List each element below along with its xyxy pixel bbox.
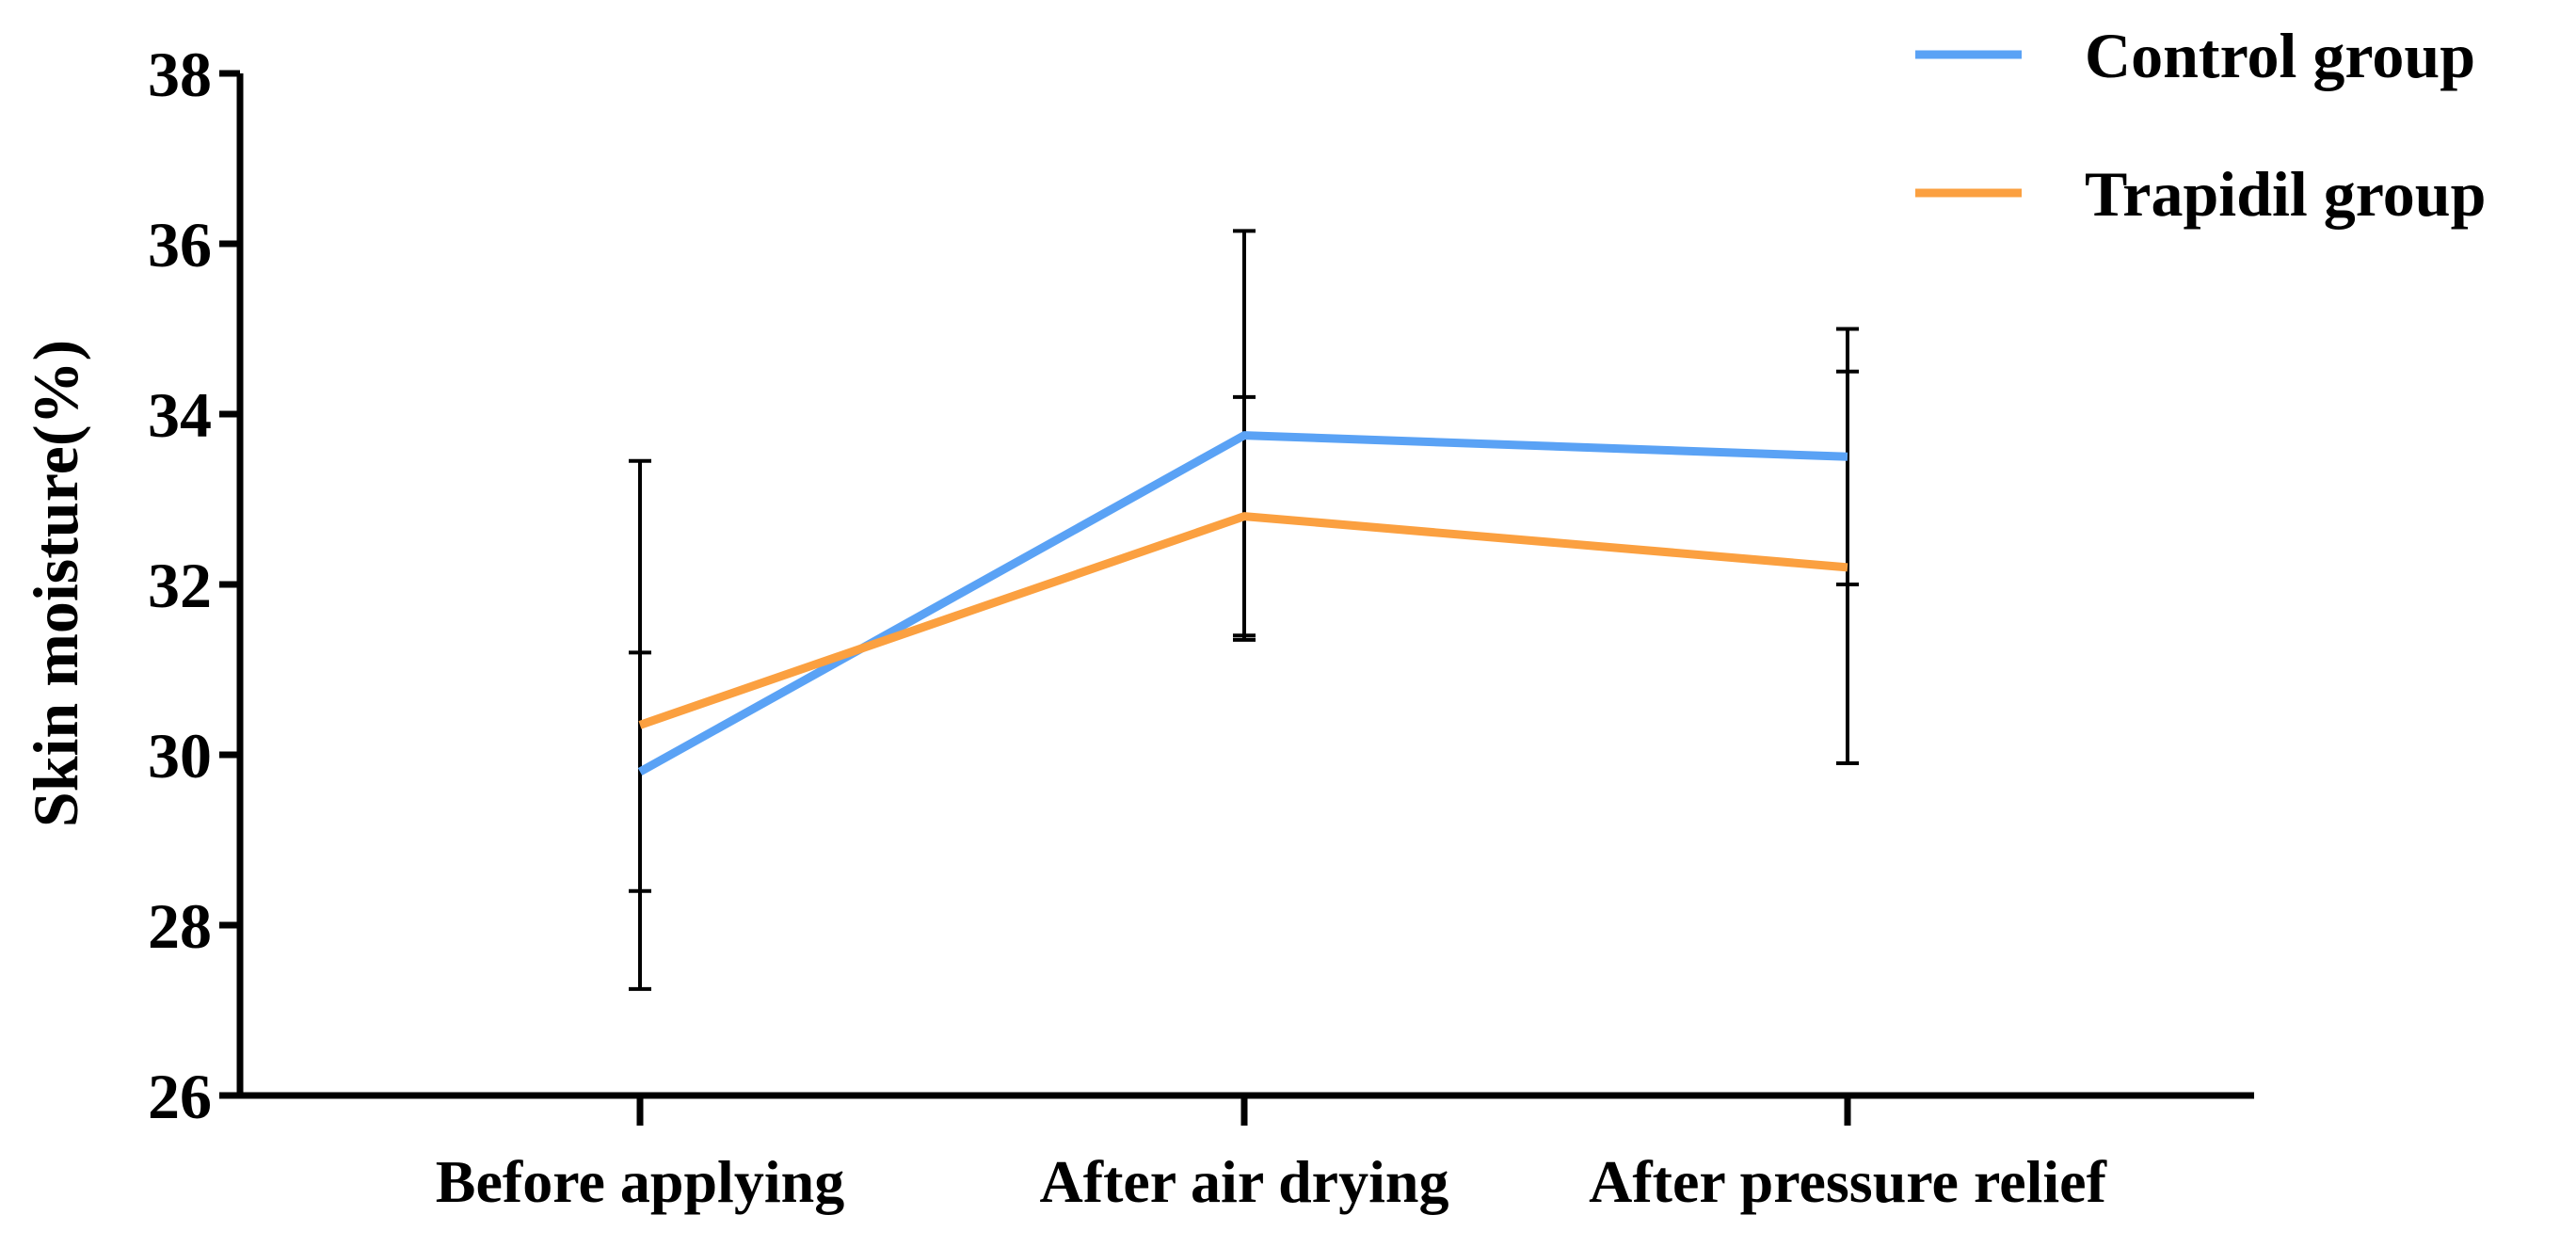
series-lines xyxy=(637,431,1848,776)
x-tick-label: Before applying xyxy=(436,1148,844,1215)
y-tick-label: 32 xyxy=(148,550,212,621)
x-tick-label: After pressure relief xyxy=(1589,1148,2106,1215)
y-tick-label: 30 xyxy=(148,720,212,791)
y-tick-label: 34 xyxy=(148,379,212,451)
y-tick-label: 36 xyxy=(148,209,212,280)
series-line-2 xyxy=(638,512,1848,729)
y-tick-label: 26 xyxy=(148,1061,212,1132)
y-tick-label: 28 xyxy=(148,890,212,962)
y-tick-label: 38 xyxy=(148,39,212,110)
error-bars xyxy=(629,229,1859,991)
y-axis-title: Skin moisture(%) xyxy=(20,340,91,827)
legend-label-2: Trapidil group xyxy=(2085,158,2486,230)
legend: Control group Trapidil group xyxy=(1915,20,2486,230)
axes: 26 28 30 32 34 36 38 Before applying After air d… xyxy=(20,39,2254,1215)
legend-label-1: Control group xyxy=(2085,20,2475,91)
x-tick-label: After air drying xyxy=(1040,1148,1449,1215)
